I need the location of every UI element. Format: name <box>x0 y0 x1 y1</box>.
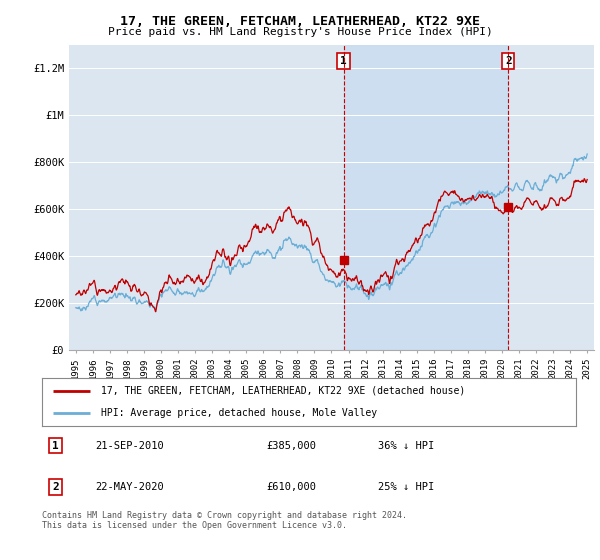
Text: 22-MAY-2020: 22-MAY-2020 <box>95 482 164 492</box>
Text: 36% ↓ HPI: 36% ↓ HPI <box>379 441 434 451</box>
Text: Price paid vs. HM Land Registry's House Price Index (HPI): Price paid vs. HM Land Registry's House … <box>107 27 493 37</box>
Text: 25% ↓ HPI: 25% ↓ HPI <box>379 482 434 492</box>
Text: 1: 1 <box>52 441 59 451</box>
Text: 2: 2 <box>505 56 512 66</box>
Text: 17, THE GREEN, FETCHAM, LEATHERHEAD, KT22 9XE (detached house): 17, THE GREEN, FETCHAM, LEATHERHEAD, KT2… <box>101 386 465 396</box>
Bar <box>344 45 508 350</box>
Text: HPI: Average price, detached house, Mole Valley: HPI: Average price, detached house, Mole… <box>101 408 377 418</box>
Text: 2: 2 <box>52 482 59 492</box>
Text: Contains HM Land Registry data © Crown copyright and database right 2024.
This d: Contains HM Land Registry data © Crown c… <box>42 511 407 530</box>
Text: 17, THE GREEN, FETCHAM, LEATHERHEAD, KT22 9XE: 17, THE GREEN, FETCHAM, LEATHERHEAD, KT2… <box>120 15 480 27</box>
Text: 21-SEP-2010: 21-SEP-2010 <box>95 441 164 451</box>
Text: 1: 1 <box>340 56 347 66</box>
Text: £610,000: £610,000 <box>266 482 316 492</box>
Text: £385,000: £385,000 <box>266 441 316 451</box>
